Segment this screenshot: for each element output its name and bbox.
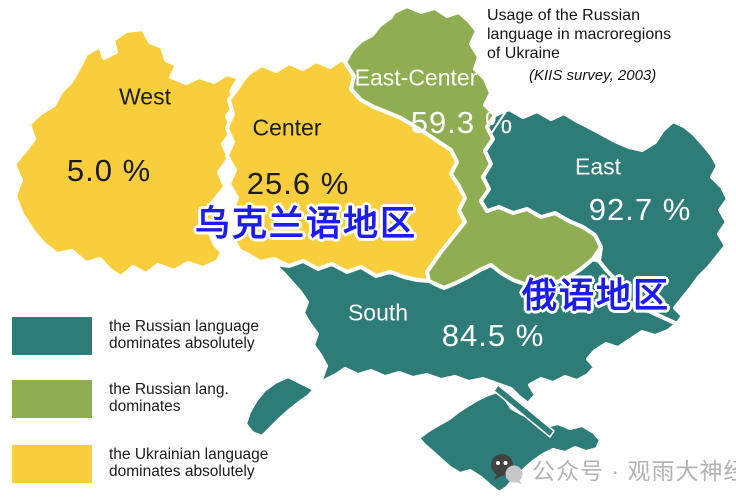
russian-zone-annotation: 俄语地区 [521, 276, 671, 316]
title-line-3: of Ukraine [487, 45, 560, 62]
region-label-south: South [347, 299, 409, 326]
region-value-west: 5.0 % [66, 153, 152, 188]
region-label-center: Center [252, 114, 322, 141]
wechat-icon [491, 454, 523, 484]
region-label-east: East [574, 153, 622, 180]
watermark: 公众号 · 观雨大神经 [488, 452, 736, 486]
arabat-spit-shape [493, 384, 555, 438]
map-title: Usage of the Russian language in macrore… [487, 6, 671, 85]
legend-item-ukrainian-absolute: the Ukrainian language dominates absolut… [12, 445, 268, 483]
region-south-shape [243, 257, 679, 439]
legend-line: dominates absolutely [109, 335, 255, 352]
region-value-east-center: 59.3 % [410, 105, 514, 140]
legend-line: the Ukrainian language [109, 446, 269, 463]
title-line-2: language in macroregions [487, 26, 672, 43]
legend-line: dominates [109, 398, 181, 415]
legend-line: the Russian lang. [109, 381, 229, 398]
survey-note: (KIIS survey, 2003) [529, 67, 657, 84]
legend-line: dominates absolutely [109, 463, 255, 480]
region-west-shape [12, 27, 241, 279]
legend-item-russian-dominates: the Russian lang. dominates [12, 380, 229, 418]
legend-swatch-yellow [12, 445, 92, 483]
legend-text: the Russian lang. dominates [109, 380, 229, 415]
region-label-east-center: East-Center [354, 64, 478, 91]
region-label-west: West [119, 83, 171, 110]
legend-swatch-teal [12, 317, 92, 355]
region-east-shape [479, 107, 730, 326]
legend-line: the Russian language [109, 318, 259, 335]
legend-swatch-green [12, 380, 92, 418]
legend-item-russian-absolute: the Russian language dominates absolutel… [12, 317, 259, 355]
region-value-south: 84.5 % [441, 318, 545, 353]
region-value-center: 25.6 % [246, 166, 350, 201]
title-line-1: Usage of the Russian [487, 7, 640, 24]
watermark-text: 公众号 · 观雨大神经 [532, 458, 736, 484]
ukrainian-zone-annotation: 乌克兰语地区 [194, 204, 418, 244]
region-value-east: 92.7 % [588, 192, 692, 227]
legend-text: the Russian language dominates absolutel… [109, 317, 259, 352]
legend-text: the Ukrainian language dominates absolut… [109, 445, 268, 480]
